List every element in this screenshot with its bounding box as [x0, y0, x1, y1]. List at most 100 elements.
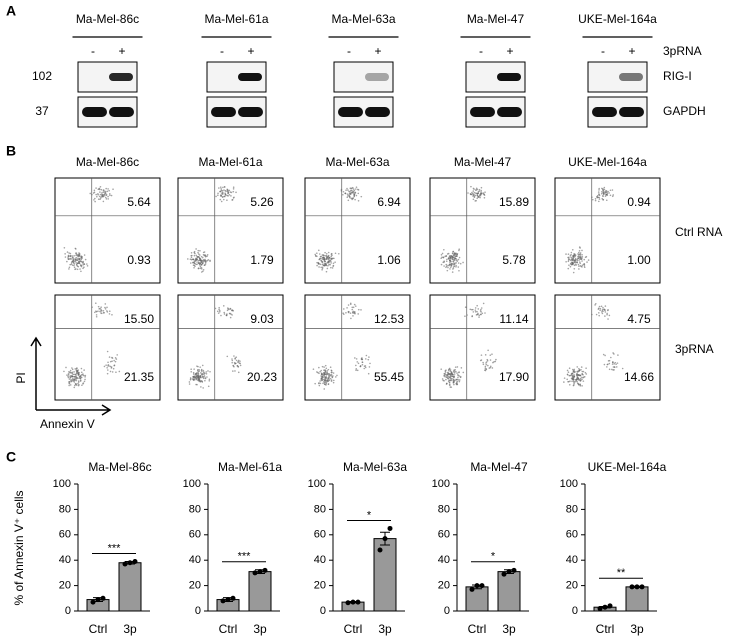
event-dot — [443, 248, 445, 251]
significance: * — [491, 551, 496, 563]
event-dot — [322, 378, 325, 381]
event-dot — [201, 262, 204, 265]
x-tick-label: Ctrl — [468, 622, 487, 636]
event-dot — [227, 189, 229, 192]
event-dot — [196, 256, 199, 259]
data-point — [90, 599, 96, 605]
event-dot — [480, 359, 483, 361]
event-dot — [453, 263, 456, 266]
event-dot — [352, 197, 354, 200]
event-dot — [457, 266, 460, 268]
event-dot — [448, 372, 450, 375]
event-dot — [98, 195, 101, 198]
event-dot — [604, 311, 607, 313]
y-tick-label: 80 — [314, 503, 326, 515]
event-dot — [64, 256, 67, 258]
event-dot — [440, 253, 443, 256]
chart-title: Ma-Mel-63a — [343, 460, 407, 474]
event-dot — [112, 367, 115, 370]
event-dot — [113, 359, 115, 362]
event-dot — [571, 380, 573, 383]
event-dot — [198, 257, 201, 260]
quadrant-value: 4.75 — [627, 312, 651, 326]
event-dot — [321, 365, 324, 368]
event-dot — [478, 195, 480, 198]
event-dot — [226, 194, 229, 197]
event-dot — [354, 198, 356, 201]
event-dot — [98, 187, 101, 190]
blot-row-label: RIG-I — [663, 69, 692, 83]
event-dot — [94, 200, 96, 203]
event-dot — [451, 257, 453, 260]
quadrant-value: 1.79 — [250, 253, 274, 267]
event-dot — [579, 377, 582, 380]
event-dot — [466, 314, 468, 316]
event-dot — [565, 253, 567, 255]
event-dot — [328, 260, 330, 263]
event-dot — [196, 378, 198, 380]
cell-line: Ma-Mel-86c — [76, 12, 139, 26]
event-dot — [604, 309, 606, 312]
event-dot — [354, 312, 356, 315]
event-dot — [353, 311, 356, 314]
event-dot — [571, 375, 574, 378]
event-dot — [202, 270, 204, 273]
event-dot — [446, 374, 449, 377]
event-dot — [574, 378, 577, 381]
event-dot — [440, 368, 443, 370]
event-dot — [327, 264, 329, 267]
event-dot — [318, 366, 320, 369]
band — [109, 107, 134, 117]
data-point — [629, 584, 635, 590]
event-dot — [446, 253, 449, 255]
event-dot — [346, 196, 349, 199]
event-dot — [107, 361, 109, 364]
lane-label: - — [479, 44, 483, 58]
event-dot — [580, 258, 583, 260]
event-dot — [485, 362, 487, 364]
event-dot — [112, 188, 114, 191]
event-dot — [581, 378, 583, 381]
event-dot — [456, 383, 458, 385]
band — [82, 107, 107, 117]
event-dot — [569, 374, 571, 377]
event-dot — [239, 362, 242, 365]
event-dot — [192, 373, 195, 375]
event-dot — [452, 254, 455, 256]
event-dot — [68, 252, 70, 254]
event-dot — [204, 261, 207, 264]
data-point — [230, 595, 236, 601]
data-point — [127, 560, 133, 566]
event-dot — [443, 265, 445, 267]
event-dot — [320, 379, 323, 382]
event-dot — [583, 263, 586, 265]
event-dot — [324, 364, 327, 367]
event-dot — [575, 264, 578, 266]
event-dot — [567, 260, 570, 263]
event-dot — [355, 368, 358, 370]
quadrant-value: 5.64 — [127, 195, 151, 209]
event-dot — [367, 358, 370, 361]
event-dot — [567, 259, 570, 261]
event-dot — [473, 193, 475, 196]
event-dot — [207, 258, 210, 261]
event-dot — [455, 253, 457, 256]
event-dot — [95, 187, 97, 189]
event-dot — [116, 354, 119, 356]
event-dot — [457, 262, 460, 264]
event-dot — [578, 367, 580, 370]
event-dot — [476, 304, 478, 307]
event-dot — [345, 311, 347, 314]
event-dot — [219, 190, 221, 193]
y-tick-label: 0 — [572, 605, 578, 617]
event-dot — [577, 378, 579, 381]
event-dot — [479, 310, 482, 312]
panel-label: A — [6, 3, 16, 19]
event-dot — [353, 189, 356, 192]
event-dot — [320, 266, 322, 269]
event-dot — [598, 200, 600, 203]
event-dot — [235, 359, 238, 362]
event-dot — [321, 268, 323, 271]
event-dot — [575, 373, 578, 376]
event-dot — [480, 193, 483, 195]
